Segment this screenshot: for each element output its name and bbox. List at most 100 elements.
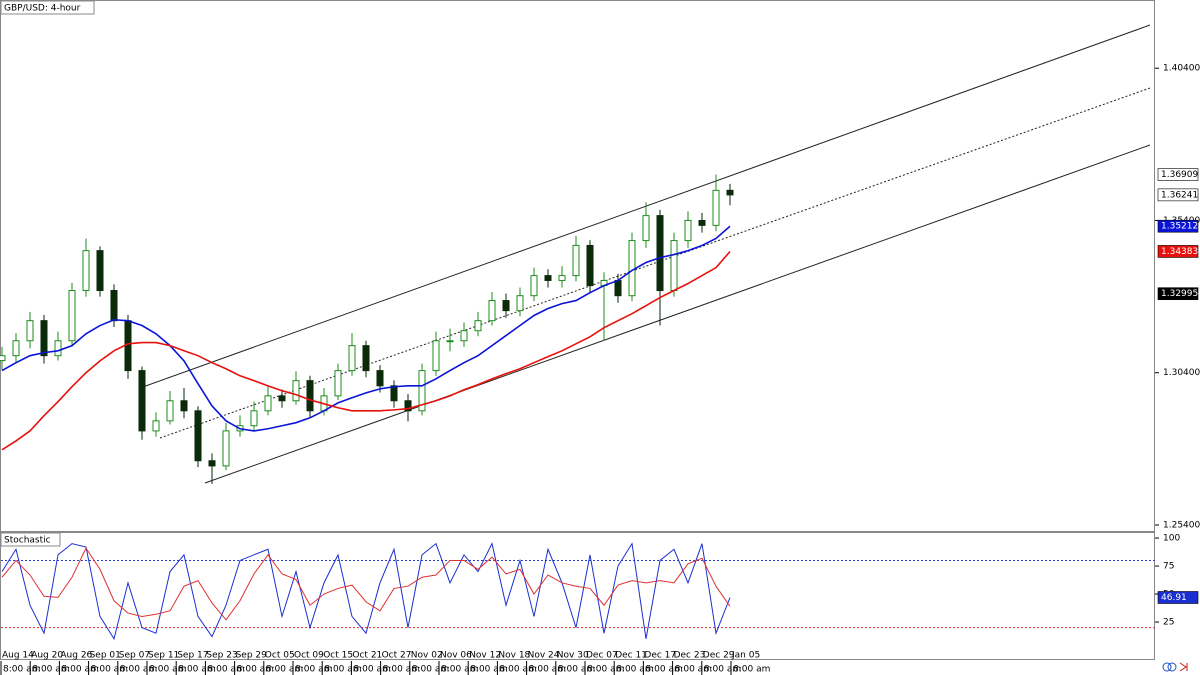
x-date-label: Jan 05: [731, 651, 760, 661]
candle-body: [334, 370, 342, 397]
candle-body: [642, 215, 650, 242]
stoch-title-box: [0, 532, 61, 547]
stoch-panel-border: [0, 532, 1155, 660]
candle-body: [572, 244, 580, 277]
x-date-label: Dec 23: [674, 651, 706, 661]
candle-body: [586, 244, 594, 287]
x-time-label: 8:00 am: [733, 665, 770, 675]
price-panel-border: [0, 0, 1155, 532]
candle-body: [250, 410, 258, 427]
x-date-label: Aug 26: [60, 651, 92, 661]
x-time-label: 8:00 am: [3, 665, 40, 675]
x-date-label: Nov 18: [498, 651, 530, 661]
x-time-label: 8:00 am: [149, 665, 186, 675]
price-marker-label: 1.35212: [1161, 222, 1198, 232]
x-date-label: Nov 24: [528, 651, 560, 661]
candle-body: [208, 460, 216, 467]
candle-body: [376, 370, 384, 387]
candle-body: [264, 395, 272, 412]
candle-body: [222, 430, 230, 467]
price-marker: [1157, 245, 1199, 258]
x-time-label: 8:00 am: [178, 665, 215, 675]
icon[interactable]: [1179, 662, 1188, 672]
x-date-label: Nov 02: [411, 651, 443, 661]
candle-body: [614, 279, 622, 297]
candle-body: [432, 340, 440, 372]
x-date-label: Sep 07: [119, 651, 150, 661]
channel-middle: [159, 87, 1151, 439]
toolbar-icons[interactable]: [1162, 662, 1188, 672]
y-tick-label: 1.40400: [1163, 64, 1200, 74]
x-time-label: 8:00 am: [675, 665, 712, 675]
plot-layer: [0, 174, 1155, 641]
candle-body: [488, 300, 496, 322]
x-time-label: 8:00 am: [529, 665, 566, 675]
stoch-title: Stochastic: [4, 536, 51, 546]
candle-body: [390, 385, 398, 402]
x-date-label: Sep 17: [177, 651, 208, 661]
x-time-label: 8:00 am: [61, 665, 98, 675]
x-date-label: Oct 05: [265, 651, 295, 661]
oscillator-line: [1, 542, 731, 641]
x-time-label: 8:00 am: [383, 665, 420, 675]
candle-body: [530, 275, 538, 297]
x-date-label: Sep 23: [206, 651, 237, 661]
x-date-label: Sep 29: [236, 651, 268, 661]
candle-body: [670, 240, 678, 292]
x-time-label: 8:00 am: [237, 665, 274, 675]
price-marker: [1157, 188, 1199, 202]
y-tick-label: 1.25400: [1163, 520, 1200, 530]
x-date-label: Dec 07: [586, 651, 618, 661]
candle-body: [698, 219, 706, 226]
candle-body: [40, 320, 48, 357]
candle-body: [446, 340, 454, 343]
candle-body: [684, 219, 692, 242]
channel-lower: [204, 144, 1151, 484]
candle-body: [544, 275, 552, 281]
y-tick-label: 1.30400: [1163, 368, 1200, 378]
x-date-label: Sep 11: [148, 651, 179, 661]
price-marker: [1157, 591, 1199, 604]
candle-body: [656, 215, 664, 292]
icon[interactable]: [1167, 662, 1177, 672]
candle-body: [0, 355, 6, 362]
candle-body: [82, 250, 90, 292]
x-time-label: 8:00 am: [91, 665, 128, 675]
candle-body: [712, 189, 720, 226]
price-marker: [1157, 219, 1199, 233]
x-time-label: 8:00 am: [704, 665, 741, 675]
candle-body: [418, 370, 426, 412]
x-date-label: Sep 01: [90, 651, 121, 661]
x-time-label: 8:00 am: [32, 665, 69, 675]
x-time-label: 8:00 am: [120, 665, 157, 675]
moving-average: [1, 225, 731, 432]
x-time-label: 8:00 am: [587, 665, 624, 675]
x-date-label: Nov 06: [440, 651, 472, 661]
y-tick-label: 75: [1163, 562, 1174, 572]
oscillator-line: [1, 547, 731, 621]
x-date-label: Dec 11: [615, 651, 647, 661]
x-date-label: Aug 20: [31, 651, 63, 661]
candle-body: [110, 290, 118, 322]
icon[interactable]: [1162, 662, 1172, 672]
candle-body: [502, 300, 510, 312]
candle-body: [180, 400, 188, 412]
candle-body: [348, 345, 356, 372]
price-marker-label: 1.36909: [1161, 170, 1198, 180]
x-time-label: 8:00 am: [558, 665, 595, 675]
candle-body: [68, 290, 76, 342]
x-time-label: 8:00 am: [207, 665, 244, 675]
x-date-label: Oct 09: [294, 651, 324, 661]
x-time-label: 8:00 am: [295, 665, 332, 675]
candle-body: [628, 240, 636, 297]
price-marker-label: 1.32995: [1161, 289, 1198, 299]
candle-body: [26, 320, 34, 342]
x-date-label: Dec 29: [703, 651, 735, 661]
x-date-label: Oct 15: [323, 651, 353, 661]
price-marker-label: 1.36241: [1161, 190, 1198, 200]
x-time-label: 8:00 am: [645, 665, 682, 675]
candle-body: [278, 395, 286, 402]
candle-body: [292, 380, 300, 402]
